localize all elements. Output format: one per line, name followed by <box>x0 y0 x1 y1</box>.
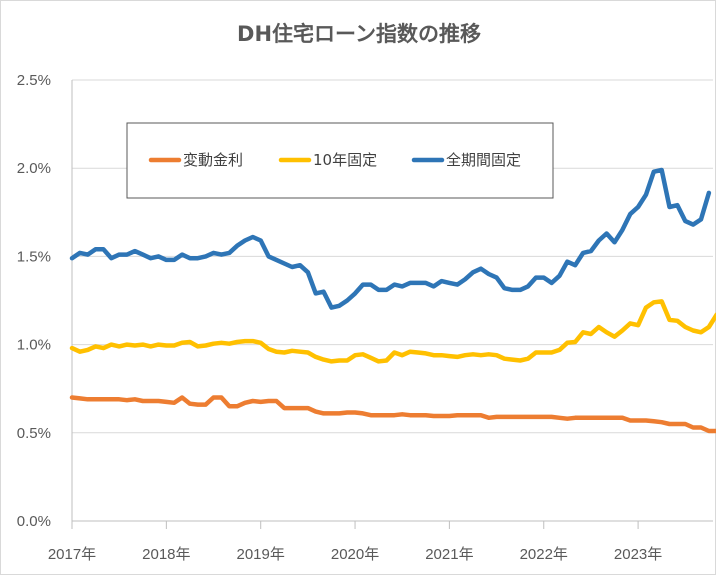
x-tick-label: 2021年 <box>425 546 473 563</box>
y-tick-label: 1.0% <box>17 337 51 354</box>
legend-label: 全期間固定 <box>446 151 521 169</box>
x-tick-label: 2023年 <box>614 546 662 563</box>
legend-label: 10年固定 <box>313 151 377 169</box>
x-tick-label: 2019年 <box>237 546 285 563</box>
x-tick-label: 2022年 <box>520 546 568 563</box>
x-tick-label: 2018年 <box>142 546 190 563</box>
y-tick-label: 2.5% <box>17 72 51 89</box>
y-axis-ticks: 0.0% 0.5% 1.0% 1.5% 2.0% 2.5% <box>17 72 51 530</box>
legend: 変動金利 10年固定 全期間固定 <box>126 122 554 199</box>
y-tick-label: 1.5% <box>17 248 51 265</box>
series-lines <box>69 167 716 434</box>
y-tick-label: 0.5% <box>17 425 51 442</box>
x-axis-ticks: 2017年 2018年 2019年 2020年 2021年 2022年 2023年 <box>48 521 662 563</box>
series-line-0 <box>69 395 716 434</box>
legend-label: 変動金利 <box>183 151 243 169</box>
series-line-2 <box>69 167 712 310</box>
y-tick-label: 0.0% <box>17 513 51 530</box>
series-line-1 <box>69 299 716 364</box>
chart-title: DH住宅ローン指数の推移 <box>237 22 481 46</box>
x-tick-label: 2017年 <box>48 546 96 563</box>
x-tick-label: 2020年 <box>331 546 379 563</box>
y-tick-label: 2.0% <box>17 160 51 177</box>
legend-box <box>126 122 554 199</box>
